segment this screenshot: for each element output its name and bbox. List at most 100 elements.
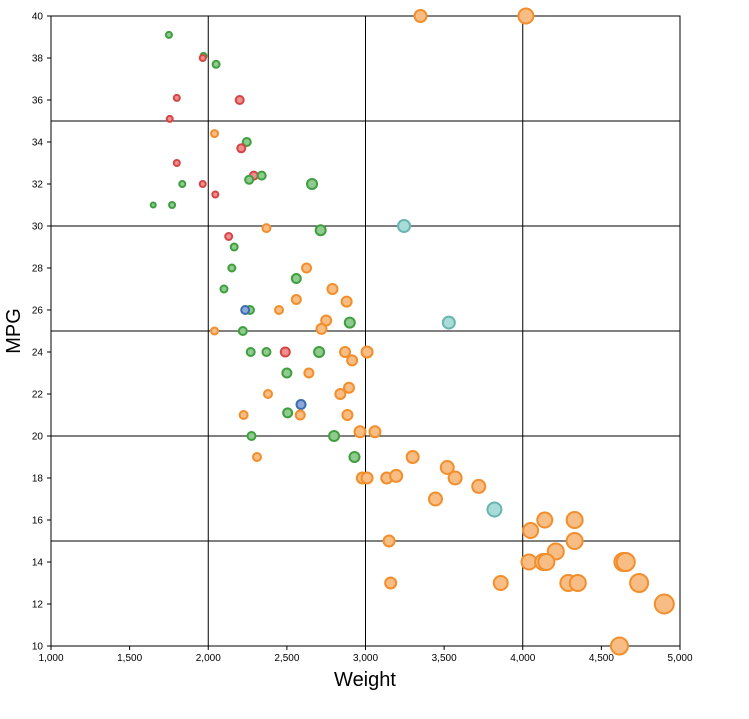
data-point[interactable] <box>210 129 220 139</box>
data-point[interactable] <box>168 201 177 209</box>
data-point[interactable] <box>256 170 267 181</box>
data-point[interactable] <box>328 430 341 442</box>
y-axis-title: MPG <box>3 308 25 354</box>
data-point[interactable] <box>568 574 587 592</box>
data-point[interactable] <box>565 511 584 529</box>
data-point[interactable] <box>165 114 174 123</box>
y-tick-label: 34 <box>32 138 44 149</box>
data-point[interactable] <box>447 470 463 486</box>
data-point[interactable] <box>314 224 327 237</box>
data-point[interactable] <box>360 345 374 359</box>
data-point[interactable] <box>224 232 234 241</box>
data-point[interactable] <box>290 273 302 284</box>
data-point[interactable] <box>609 636 629 656</box>
data-point[interactable] <box>290 294 302 305</box>
data-point[interactable] <box>244 174 255 185</box>
data-point[interactable] <box>246 431 257 441</box>
data-point[interactable] <box>282 407 294 419</box>
data-point[interactable] <box>341 409 354 421</box>
data-point[interactable] <box>565 532 584 550</box>
data-point[interactable] <box>198 180 207 188</box>
data-point[interactable] <box>263 389 274 399</box>
data-point[interactable] <box>517 7 535 25</box>
data-point[interactable] <box>486 501 503 518</box>
data-point[interactable] <box>629 573 650 593</box>
data-point[interactable] <box>279 346 291 358</box>
data-point[interactable] <box>522 522 540 539</box>
data-point[interactable] <box>427 491 443 507</box>
data-point[interactable] <box>536 511 554 529</box>
data-point[interactable] <box>303 367 315 379</box>
data-point[interactable] <box>360 471 374 485</box>
data-point[interactable] <box>245 347 256 357</box>
data-point[interactable] <box>397 219 412 233</box>
y-tick-label: 16 <box>32 516 44 527</box>
y-tick-label: 12 <box>32 600 44 611</box>
data-point[interactable] <box>236 143 247 154</box>
data-point[interactable] <box>346 354 359 367</box>
data-point[interactable] <box>240 305 251 315</box>
data-point[interactable] <box>211 190 220 199</box>
data-point[interactable] <box>441 315 456 330</box>
data-point[interactable] <box>227 263 237 273</box>
data-point[interactable] <box>492 575 509 591</box>
data-point[interactable] <box>149 201 157 209</box>
data-point[interactable] <box>439 460 455 475</box>
y-tick-label: 40 <box>32 12 44 23</box>
data-point[interactable] <box>653 593 675 615</box>
data-point[interactable] <box>164 30 173 39</box>
x-tick-label: 3,500 <box>432 653 457 664</box>
data-points <box>149 7 675 656</box>
data-point[interactable] <box>368 425 382 439</box>
data-point[interactable] <box>281 367 293 379</box>
x-axis-title: Weight <box>334 669 396 691</box>
data-point[interactable] <box>342 381 355 394</box>
data-point[interactable] <box>211 59 221 69</box>
data-point[interactable] <box>353 425 367 439</box>
y-tick-label: 10 <box>32 642 44 653</box>
gridlines <box>51 16 680 646</box>
data-point[interactable] <box>326 283 339 295</box>
data-point[interactable] <box>471 478 487 494</box>
x-tick-label: 2,500 <box>274 653 299 664</box>
data-point[interactable] <box>241 137 252 147</box>
data-point[interactable] <box>315 322 328 335</box>
data-point[interactable] <box>295 399 307 410</box>
data-point[interactable] <box>198 54 207 62</box>
data-point[interactable] <box>384 576 398 590</box>
data-point[interactable] <box>301 262 313 274</box>
data-point[interactable] <box>237 326 248 336</box>
data-point[interactable] <box>537 553 556 571</box>
y-tick-label: 30 <box>32 222 44 233</box>
data-point[interactable] <box>294 409 306 421</box>
x-tick-label: 3,000 <box>353 653 378 664</box>
data-point[interactable] <box>348 451 361 463</box>
data-point[interactable] <box>274 305 285 315</box>
data-point[interactable] <box>334 388 347 400</box>
data-point[interactable] <box>306 178 319 190</box>
data-point[interactable] <box>413 9 428 23</box>
data-point[interactable] <box>343 316 356 329</box>
data-point[interactable] <box>229 242 239 252</box>
data-point[interactable] <box>389 468 404 483</box>
x-tick-label: 2,000 <box>196 653 221 664</box>
data-point[interactable] <box>219 284 229 294</box>
data-point[interactable] <box>251 452 262 462</box>
data-point[interactable] <box>340 295 353 308</box>
y-tick-label: 18 <box>32 474 44 485</box>
data-point[interactable] <box>238 410 249 420</box>
data-point[interactable] <box>172 159 181 167</box>
data-point[interactable] <box>382 534 396 548</box>
data-point[interactable] <box>234 95 245 105</box>
data-point[interactable] <box>339 346 352 358</box>
data-point[interactable] <box>405 450 420 464</box>
x-tick-label: 4,500 <box>589 653 614 664</box>
data-point[interactable] <box>178 180 187 188</box>
data-point[interactable] <box>615 552 636 572</box>
data-point[interactable] <box>313 346 326 358</box>
data-point[interactable] <box>261 347 272 357</box>
data-point[interactable] <box>210 326 220 336</box>
data-point[interactable] <box>261 223 272 234</box>
data-point[interactable] <box>172 93 181 102</box>
